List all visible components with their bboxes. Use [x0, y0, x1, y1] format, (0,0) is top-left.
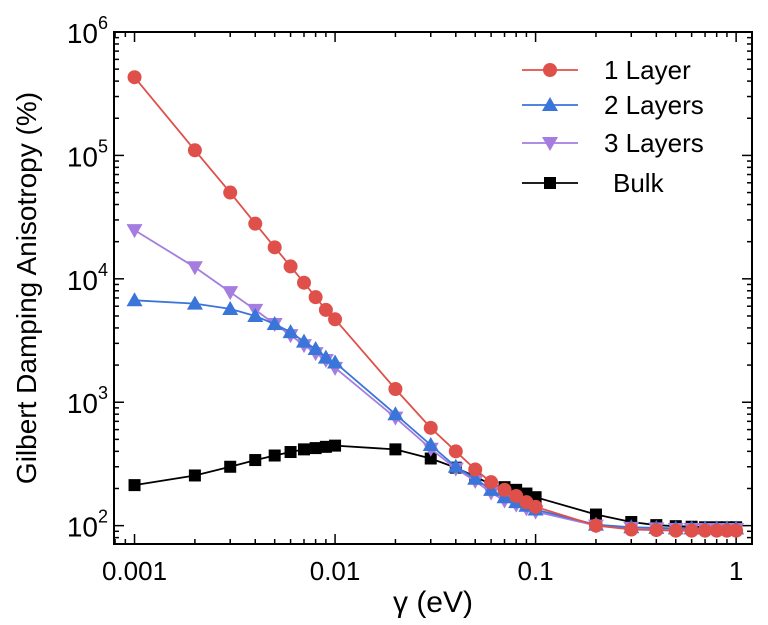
data-point-3-layers — [186, 261, 203, 276]
data-point-1-layer — [729, 523, 744, 538]
data-point-1-layer — [709, 523, 724, 538]
legend-label: Bulk — [613, 168, 665, 198]
data-point-2-layers — [126, 292, 143, 307]
x-axis-label: γ (eV) — [393, 586, 473, 619]
data-point-1-layer — [668, 523, 683, 538]
series-line-1-layer — [133, 76, 737, 532]
data-point-bulk — [309, 442, 322, 455]
data-point-1-layer — [698, 523, 713, 538]
data-point-1-layer — [588, 518, 603, 533]
legend-marker — [542, 97, 558, 111]
data-point-bulk — [319, 440, 332, 453]
y-tick-label: 102 — [67, 507, 108, 543]
series-2-layers — [126, 292, 745, 535]
data-point-2-layers — [327, 354, 344, 369]
data-point-2-layers — [387, 406, 404, 421]
series-line-3-layers — [134, 229, 737, 530]
data-point-3-layers — [222, 286, 239, 301]
data-point-1-layer — [484, 475, 499, 490]
data-point-1-layer — [283, 259, 298, 274]
data-point-1-layer — [267, 240, 282, 255]
data-point-1-layer — [468, 462, 483, 477]
data-point-2-layers — [307, 340, 324, 355]
data-point-1-layer — [328, 312, 343, 327]
x-tick-label: 0.001 — [102, 556, 167, 586]
y-tick-exponent: 5 — [98, 136, 108, 156]
legend: 1 Layer 2 Layers 3 Layers Bulk — [522, 55, 704, 198]
data-point-2-layers — [422, 437, 439, 452]
legend-item: Bulk — [522, 168, 665, 198]
data-point-1-layer — [497, 482, 512, 497]
series-line-2-layers — [134, 299, 737, 530]
legend-item: 1 Layer — [522, 55, 691, 85]
data-point-bulk — [329, 439, 342, 452]
data-point-1-layer — [388, 382, 403, 397]
data-point-1-layer — [187, 143, 202, 158]
plot-frame — [113, 31, 753, 545]
data-point-1-layer — [528, 499, 543, 514]
data-point-bulk — [268, 449, 281, 462]
series-line-bulk — [134, 444, 737, 529]
y-tick-label: 104 — [67, 260, 108, 296]
legend-label: 3 Layers — [604, 128, 704, 158]
series-1-layer — [127, 70, 744, 538]
legend-marker — [542, 137, 558, 151]
data-point-2-layers — [186, 295, 203, 310]
y-tick-labels: 102 103 104 105 106 — [67, 13, 108, 543]
data-point-1-layer — [448, 444, 463, 459]
series-bulk — [128, 439, 743, 534]
data-point-1-layer — [423, 420, 438, 435]
data-point-2-layers — [222, 300, 239, 315]
data-point-2-layers — [467, 470, 484, 485]
data-point-1-layer — [509, 488, 524, 503]
data-point-1-layer — [318, 302, 333, 317]
series-layer — [126, 70, 745, 538]
legend-item: 2 Layers — [522, 90, 704, 120]
data-point-1-layer — [624, 522, 639, 537]
legend-label: 2 Layers — [604, 90, 704, 120]
data-point-bulk — [284, 446, 297, 459]
y-tick-label: 103 — [67, 383, 108, 419]
legend-item: 3 Layers — [522, 128, 704, 158]
data-point-bulk — [297, 443, 310, 456]
data-point-bulk — [249, 454, 262, 467]
data-point-bulk — [224, 460, 237, 473]
y-axis-label: Gilbert Damping Anisotropy (%) — [11, 92, 42, 484]
y-tick-exponent: 6 — [98, 13, 108, 33]
data-point-1-layer — [296, 275, 311, 290]
data-point-1-layer — [223, 185, 238, 200]
data-point-1-layer — [684, 523, 699, 538]
series-3-layers — [126, 224, 745, 537]
y-tick-label: 105 — [67, 136, 108, 172]
y-tick-exponent: 4 — [98, 260, 108, 280]
x-tick-label: 0.1 — [518, 556, 554, 586]
data-point-2-layers — [266, 316, 283, 331]
x-tick-label: 0.01 — [310, 556, 361, 586]
x-tick-label: 1 — [729, 556, 743, 586]
legend-label: 1 Layer — [604, 55, 691, 85]
data-point-2-layers — [317, 349, 334, 364]
legend-marker — [543, 63, 557, 77]
data-point-2-layers — [295, 333, 312, 348]
y-tick-exponent: 3 — [98, 383, 108, 403]
legend-marker — [544, 177, 556, 189]
data-point-2-layers — [282, 324, 299, 339]
data-point-bulk — [389, 443, 402, 456]
data-point-1-layer — [308, 290, 323, 305]
y-tick-label: 106 — [67, 13, 108, 49]
data-point-bulk — [128, 479, 141, 492]
data-point-bulk — [188, 469, 201, 482]
data-point-2-layers — [447, 458, 464, 473]
data-point-bulk — [589, 508, 602, 521]
data-point-1-layer — [248, 216, 263, 231]
data-point-bulk — [424, 452, 437, 465]
data-point-1-layer — [127, 70, 142, 85]
y-tick-exponent: 2 — [98, 507, 108, 527]
data-point-3-layers — [126, 224, 143, 239]
data-point-2-layers — [247, 307, 264, 322]
data-point-1-layer — [649, 523, 664, 538]
x-tick-labels: 0.001 0.01 0.1 1 — [102, 556, 743, 586]
